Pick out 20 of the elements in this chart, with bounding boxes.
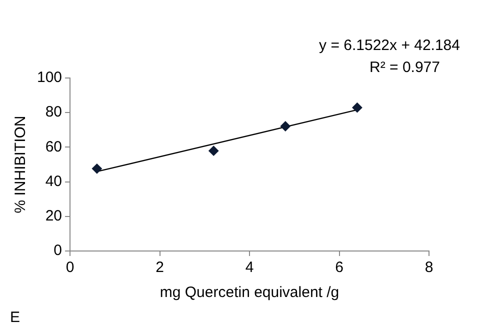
text: E bbox=[10, 309, 20, 326]
y-axis-title: % INHIBITION bbox=[12, 116, 30, 214]
y-tick-label: 40 bbox=[45, 172, 62, 190]
x-axis-title: mg Quercetin equivalent /g bbox=[160, 284, 340, 302]
y-tick-label: 80 bbox=[45, 104, 62, 121]
x-tick-label: 4 bbox=[245, 259, 254, 276]
y-tick-label: 60 bbox=[45, 138, 62, 156]
point bbox=[208, 146, 219, 156]
x-tick-label: 0 bbox=[66, 259, 74, 276]
point bbox=[92, 164, 102, 174]
y-tick-label: 20 bbox=[45, 208, 62, 225]
text: y = 6.1522x + 42.184 bbox=[319, 37, 460, 54]
x-tick-label: 6 bbox=[335, 259, 344, 276]
x-tick-label: 2 bbox=[156, 259, 164, 276]
text: R² = 0.977 bbox=[370, 59, 440, 76]
y-tick-label: 100 bbox=[36, 69, 62, 86]
point bbox=[280, 121, 290, 132]
y-tick-label: 0 bbox=[54, 242, 62, 260]
point bbox=[352, 102, 362, 113]
x-tick-label: 8 bbox=[424, 259, 434, 276]
